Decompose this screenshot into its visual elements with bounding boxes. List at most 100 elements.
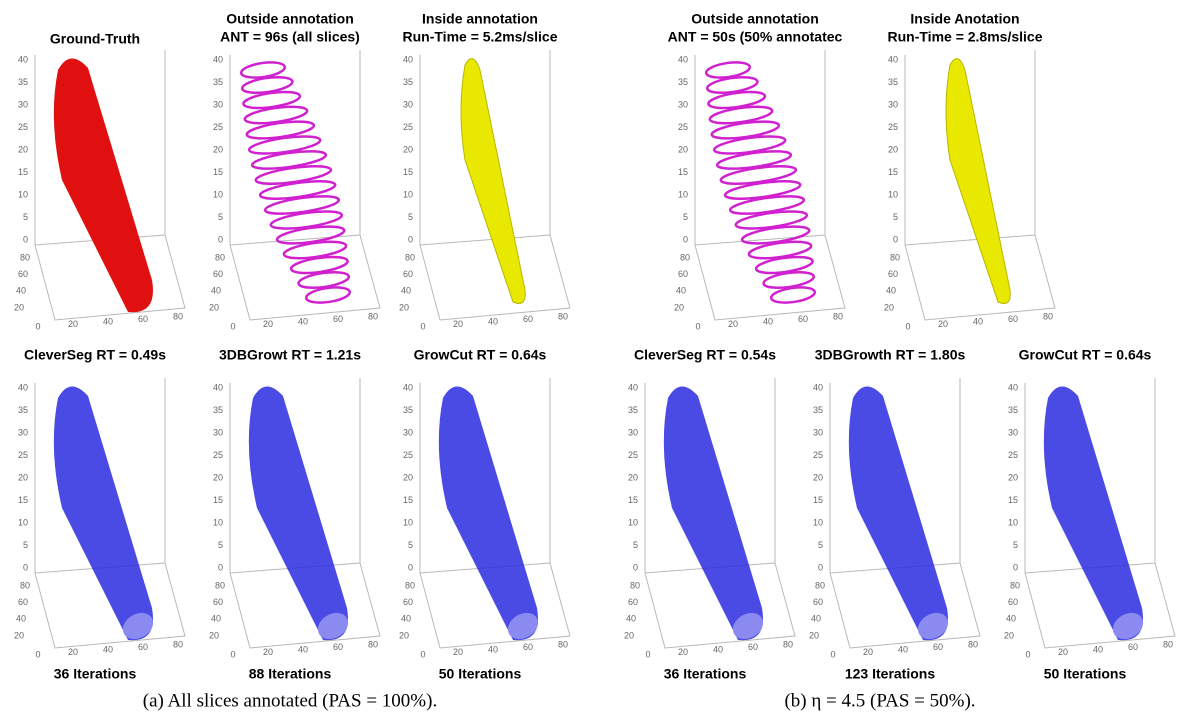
segmentation xyxy=(663,386,763,641)
z-tick-label: 30 xyxy=(18,427,28,437)
y-tick-label: 60 xyxy=(18,597,28,607)
z-tick-label: 5 xyxy=(23,540,28,550)
z-tick-label: 35 xyxy=(18,405,28,415)
panel-footer: 36 Iterations xyxy=(54,666,137,682)
z-tick-label: 40 xyxy=(1008,382,1018,392)
y-tick-label: 20 xyxy=(14,302,24,312)
panel: CleverSeg RT = 0.49s 36 Iterations 0 5 10 15 2… xyxy=(14,347,186,682)
y-tick-label: 80 xyxy=(405,252,415,262)
contour-ring xyxy=(708,105,774,125)
contour-ring xyxy=(242,90,302,110)
z-tick-label: 30 xyxy=(18,99,28,109)
y-tick-label: 20 xyxy=(884,302,894,312)
panel: Inside annotation Run-Time = 5.2ms/slice 0… xyxy=(399,11,571,331)
panel-title: Inside annotation xyxy=(422,11,538,27)
panel: CleverSeg RT = 0.54s 36 Iterations 0 5 10 15 2… xyxy=(624,347,796,682)
x-tick-label: 0 xyxy=(420,649,425,659)
z-tick-label: 40 xyxy=(628,382,638,392)
x-tick-label: 60 xyxy=(523,642,533,652)
y-tick-label: 80 xyxy=(815,580,825,590)
x-tick-label: 80 xyxy=(783,639,793,649)
z-tick-label: 30 xyxy=(403,99,413,109)
panel-title: CleverSeg RT = 0.54s xyxy=(634,347,776,363)
z-tick-label: 40 xyxy=(213,54,223,64)
z-tick-label: 30 xyxy=(678,99,688,109)
z-tick-label: 40 xyxy=(403,382,413,392)
y-tick-label: 80 xyxy=(890,252,900,262)
z-tick-label: 5 xyxy=(893,212,898,222)
y-tick-label: 80 xyxy=(630,580,640,590)
contour-ring xyxy=(754,255,814,275)
x-tick-label: 80 xyxy=(368,311,378,321)
y-tick-label: 40 xyxy=(16,286,26,296)
contour-ring xyxy=(707,90,767,110)
z-tick-label: 25 xyxy=(1008,450,1018,460)
z-tick-label: 30 xyxy=(213,427,223,437)
cap-face xyxy=(122,612,154,640)
z-tick-label: 35 xyxy=(628,405,638,415)
contour-ring xyxy=(245,120,316,140)
x-tick-label: 0 xyxy=(905,321,910,331)
z-tick-label: 40 xyxy=(813,382,823,392)
y-tick-label: 40 xyxy=(676,286,686,296)
axis-box xyxy=(229,50,381,321)
z-tick-label: 15 xyxy=(18,495,28,505)
axis-box xyxy=(904,50,1056,321)
contour-ring xyxy=(282,240,348,260)
z-tick-label: 0 xyxy=(633,562,638,572)
x-tick-label: 60 xyxy=(138,314,148,324)
z-tick-label: 25 xyxy=(213,450,223,460)
caption: (a) All slices annotated (PAS = 100%). xyxy=(143,690,437,711)
panel-title: 3DBGrowth RT = 1.80s xyxy=(815,347,966,363)
panel: Outside annotation ANT = 50s (50% annotat… xyxy=(668,11,846,331)
z-tick-label: 0 xyxy=(23,562,28,572)
x-tick-label: 20 xyxy=(1058,647,1068,657)
x-tick-label: 20 xyxy=(263,647,273,657)
contour-ring xyxy=(254,165,333,185)
x-tick-label: 60 xyxy=(798,314,808,324)
panel: GrowCut RT = 0.64s 50 Iterations 0 5 10 15 20 2… xyxy=(1004,347,1176,682)
panel: Inside Anotation Run-Time = 2.8ms/slice 0 5… xyxy=(884,11,1056,331)
x-tick-label: 60 xyxy=(333,314,343,324)
z-tick-label: 20 xyxy=(813,472,823,482)
y-tick-label: 80 xyxy=(215,252,225,262)
z-tick-label: 30 xyxy=(628,427,638,437)
y-tick-label: 80 xyxy=(20,252,30,262)
z-tick-label: 25 xyxy=(403,450,413,460)
z-tick-label: 30 xyxy=(813,427,823,437)
y-tick-label: 60 xyxy=(403,269,413,279)
axis-box xyxy=(419,50,571,321)
y-tick-label: 20 xyxy=(209,302,219,312)
x-tick-label: 0 xyxy=(695,321,700,331)
z-tick-label: 35 xyxy=(1008,405,1018,415)
z-tick-label: 40 xyxy=(18,382,28,392)
z-tick-label: 10 xyxy=(813,517,823,527)
x-tick-label: 40 xyxy=(298,644,308,654)
x-tick-label: 0 xyxy=(645,649,650,659)
contour-ring xyxy=(747,240,813,260)
panel-title: Outside annotation xyxy=(691,11,819,27)
z-tick-label: 10 xyxy=(628,517,638,527)
x-tick-label: 0 xyxy=(1025,649,1030,659)
z-tick-label: 40 xyxy=(18,54,28,64)
contour-ring xyxy=(704,61,752,79)
x-tick-label: 20 xyxy=(938,319,948,329)
x-tick-label: 40 xyxy=(1093,644,1103,654)
contour-ring xyxy=(275,225,346,245)
x-tick-label: 40 xyxy=(103,316,113,326)
contour-ring xyxy=(239,61,287,79)
z-tick-label: 20 xyxy=(403,144,413,154)
z-tick-label: 10 xyxy=(678,189,688,199)
panel-title: GrowCut RT = 0.64s xyxy=(1019,347,1152,363)
x-tick-label: 0 xyxy=(830,649,835,659)
cap-face xyxy=(1112,612,1144,640)
x-tick-label: 40 xyxy=(713,644,723,654)
z-tick-label: 30 xyxy=(1008,427,1018,437)
z-tick-label: 0 xyxy=(683,234,688,244)
x-tick-label: 80 xyxy=(1043,311,1053,321)
x-tick-label: 20 xyxy=(728,319,738,329)
y-tick-label: 80 xyxy=(20,580,30,590)
z-tick-label: 35 xyxy=(213,77,223,87)
x-tick-label: 40 xyxy=(298,316,308,326)
